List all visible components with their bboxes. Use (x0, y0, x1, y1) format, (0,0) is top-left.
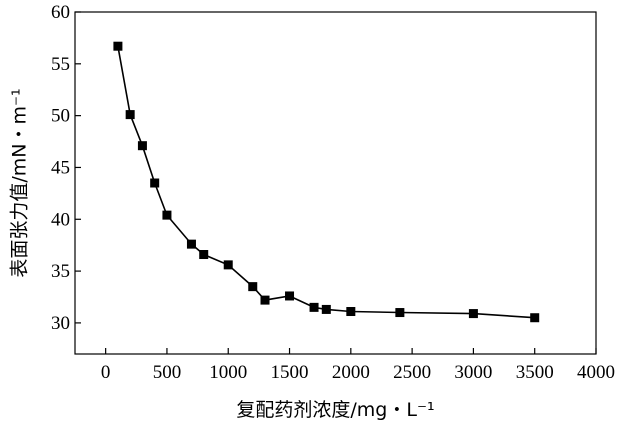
data-point (309, 302, 319, 312)
x-tick-label: 2500 (393, 362, 431, 383)
x-tick-label: 3500 (516, 362, 554, 383)
data-point (137, 141, 147, 151)
y-tick-label: 30 (51, 313, 70, 334)
data-point (346, 307, 356, 317)
x-axis-title: 复配药剂浓度/mg・L⁻¹ (236, 399, 434, 421)
x-tick-label: 0 (101, 362, 111, 383)
x-tick-label: 500 (153, 362, 182, 383)
data-point (395, 308, 405, 318)
data-point (530, 313, 540, 323)
series-line (117, 46, 535, 319)
y-tick-label: 40 (51, 209, 70, 230)
data-point (260, 295, 270, 305)
data-point (285, 291, 295, 301)
x-tick-label: 2000 (332, 362, 370, 383)
data-point (248, 282, 258, 292)
data-point (150, 178, 160, 188)
y-tick-label: 55 (51, 54, 70, 75)
y-tick-label: 45 (51, 157, 70, 178)
plot-border (74, 11, 597, 355)
x-tick-label: 1500 (271, 362, 309, 383)
data-point (199, 250, 209, 260)
y-tick-label: 35 (51, 261, 70, 282)
y-axis-title: 表面张力值/mN・m⁻¹ (9, 88, 31, 277)
y-tick-label: 60 (51, 2, 70, 23)
data-point (162, 210, 172, 220)
data-point (223, 260, 233, 270)
x-tick-label: 3000 (454, 362, 492, 383)
y-tick-label: 50 (51, 106, 70, 127)
x-tick-label: 1000 (209, 362, 247, 383)
y-axis: 30 35 40 45 50 55 60 (51, 2, 81, 334)
data-point (125, 110, 135, 120)
x-axis: 0 500 1000 1500 2000 2500 3000 3500 4000 (101, 348, 615, 383)
plot-frame (74, 11, 597, 355)
data-point (113, 41, 123, 51)
data-point (468, 309, 478, 319)
series-layer (113, 41, 540, 323)
data-point (321, 304, 331, 314)
x-tick-label: 4000 (577, 362, 615, 383)
data-point (186, 239, 196, 249)
